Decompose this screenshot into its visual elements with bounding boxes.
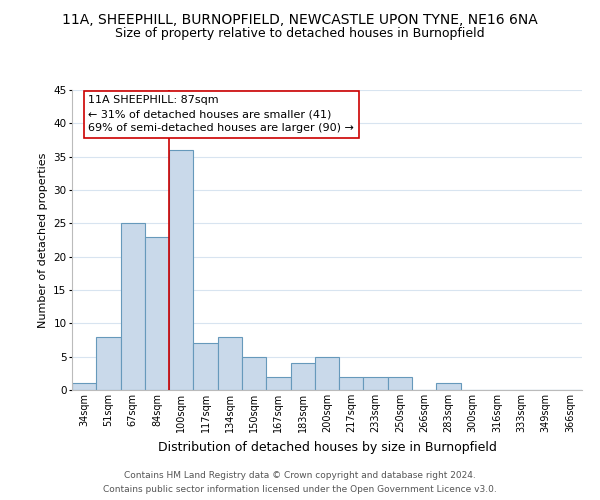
Bar [339, 376, 364, 390]
Text: 11A SHEEPHILL: 87sqm
← 31% of detached houses are smaller (41)
69% of semi-detac: 11A SHEEPHILL: 87sqm ← 31% of detached h… [88, 96, 354, 134]
Text: Contains HM Land Registry data © Crown copyright and database right 2024.: Contains HM Land Registry data © Crown c… [124, 472, 476, 480]
Bar [242, 356, 266, 390]
Bar [96, 336, 121, 390]
Y-axis label: Number of detached properties: Number of detached properties [38, 152, 47, 328]
Bar [169, 150, 193, 390]
Bar [315, 356, 339, 390]
Bar [388, 376, 412, 390]
Bar [290, 364, 315, 390]
Bar [436, 384, 461, 390]
Bar [145, 236, 169, 390]
Text: Contains public sector information licensed under the Open Government Licence v3: Contains public sector information licen… [103, 484, 497, 494]
Text: 11A, SHEEPHILL, BURNOPFIELD, NEWCASTLE UPON TYNE, NE16 6NA: 11A, SHEEPHILL, BURNOPFIELD, NEWCASTLE U… [62, 12, 538, 26]
Text: Distribution of detached houses by size in Burnopfield: Distribution of detached houses by size … [158, 441, 496, 454]
Bar [121, 224, 145, 390]
Bar [266, 376, 290, 390]
Bar [218, 336, 242, 390]
Bar [364, 376, 388, 390]
Bar [193, 344, 218, 390]
Bar [72, 384, 96, 390]
Text: Size of property relative to detached houses in Burnopfield: Size of property relative to detached ho… [115, 28, 485, 40]
